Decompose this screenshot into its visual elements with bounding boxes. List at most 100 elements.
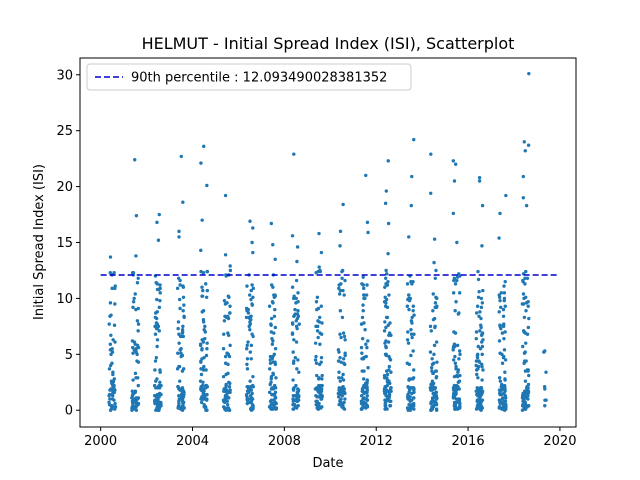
data-point bbox=[388, 404, 393, 408]
data-point bbox=[223, 193, 228, 198]
data-point bbox=[133, 292, 137, 296]
data-point bbox=[408, 395, 412, 399]
data-point bbox=[250, 283, 254, 287]
data-point bbox=[451, 345, 456, 350]
data-point bbox=[204, 353, 209, 358]
data-point bbox=[456, 380, 461, 384]
data-point bbox=[453, 354, 457, 359]
data-point bbox=[291, 350, 295, 354]
data-point bbox=[296, 309, 300, 313]
data-point bbox=[228, 304, 232, 308]
data-point bbox=[407, 298, 412, 303]
data-point bbox=[314, 300, 319, 304]
data-point bbox=[158, 286, 162, 291]
data-point bbox=[340, 393, 345, 398]
data-point bbox=[387, 392, 392, 397]
data-point bbox=[503, 279, 507, 284]
data-point bbox=[154, 355, 159, 360]
data-point bbox=[155, 322, 159, 326]
data-point bbox=[271, 285, 275, 289]
data-point bbox=[409, 328, 413, 332]
y-tick-label: 25 bbox=[56, 124, 73, 139]
data-point bbox=[478, 347, 483, 351]
data-point bbox=[453, 282, 458, 286]
data-point bbox=[431, 396, 435, 400]
data-point bbox=[479, 305, 484, 310]
data-point bbox=[384, 268, 388, 273]
data-point bbox=[107, 322, 111, 326]
data-point bbox=[406, 341, 411, 345]
data-point bbox=[542, 350, 546, 354]
data-point bbox=[155, 287, 160, 292]
data-point bbox=[226, 314, 230, 318]
data-point bbox=[476, 393, 480, 398]
data-point bbox=[359, 401, 364, 406]
data-point bbox=[501, 307, 506, 312]
data-point bbox=[384, 369, 389, 373]
data-point bbox=[502, 284, 506, 288]
data-point bbox=[385, 372, 390, 377]
data-point bbox=[362, 355, 366, 360]
data-point bbox=[175, 286, 180, 291]
data-point bbox=[503, 358, 508, 362]
data-point bbox=[205, 398, 209, 402]
data-point bbox=[204, 295, 209, 299]
data-point bbox=[364, 173, 368, 178]
data-point bbox=[429, 191, 433, 195]
data-point bbox=[411, 349, 415, 353]
data-point bbox=[387, 333, 391, 338]
data-point bbox=[433, 301, 438, 305]
data-point bbox=[362, 293, 366, 297]
data-point bbox=[432, 237, 437, 241]
data-point bbox=[290, 321, 295, 325]
chart-title: HELMUT - Initial Spread Index (ISI), Sca… bbox=[142, 34, 515, 53]
data-point bbox=[478, 310, 482, 314]
data-point bbox=[523, 276, 527, 280]
y-tick-label: 20 bbox=[56, 180, 73, 195]
data-point bbox=[410, 315, 414, 320]
data-point bbox=[431, 292, 435, 296]
data-point bbox=[428, 350, 433, 354]
data-point bbox=[245, 362, 249, 367]
data-point bbox=[272, 352, 277, 357]
data-point bbox=[182, 303, 186, 307]
data-point bbox=[180, 331, 185, 335]
data-point bbox=[502, 348, 507, 352]
data-point bbox=[340, 276, 344, 280]
data-point bbox=[113, 286, 117, 291]
data-point bbox=[412, 332, 416, 336]
data-point bbox=[292, 152, 296, 156]
data-point bbox=[452, 395, 457, 399]
data-point bbox=[475, 353, 480, 358]
data-point bbox=[294, 296, 298, 301]
data-point bbox=[433, 305, 437, 310]
data-point bbox=[383, 201, 388, 206]
data-point bbox=[201, 383, 205, 388]
x-tick-label: 2004 bbox=[176, 434, 209, 449]
data-point bbox=[157, 212, 161, 217]
data-point bbox=[315, 388, 320, 392]
data-point bbox=[136, 329, 140, 333]
data-point bbox=[113, 340, 117, 344]
data-point bbox=[296, 358, 300, 362]
data-point bbox=[432, 352, 436, 357]
data-point bbox=[179, 334, 184, 339]
data-point bbox=[268, 367, 272, 371]
data-point bbox=[175, 367, 180, 371]
data-point bbox=[199, 372, 204, 377]
data-point bbox=[479, 407, 483, 411]
data-point bbox=[407, 378, 411, 382]
data-point bbox=[295, 245, 300, 249]
data-point bbox=[228, 268, 233, 273]
data-point bbox=[134, 376, 138, 380]
data-point bbox=[251, 406, 255, 410]
data-point bbox=[428, 324, 433, 329]
data-point bbox=[474, 311, 479, 315]
data-point bbox=[108, 342, 113, 346]
data-point bbox=[131, 378, 135, 382]
data-point bbox=[526, 391, 530, 396]
data-point bbox=[180, 353, 185, 358]
data-point bbox=[226, 371, 230, 376]
data-point bbox=[432, 260, 436, 265]
x-tick-label: 2008 bbox=[268, 434, 301, 449]
